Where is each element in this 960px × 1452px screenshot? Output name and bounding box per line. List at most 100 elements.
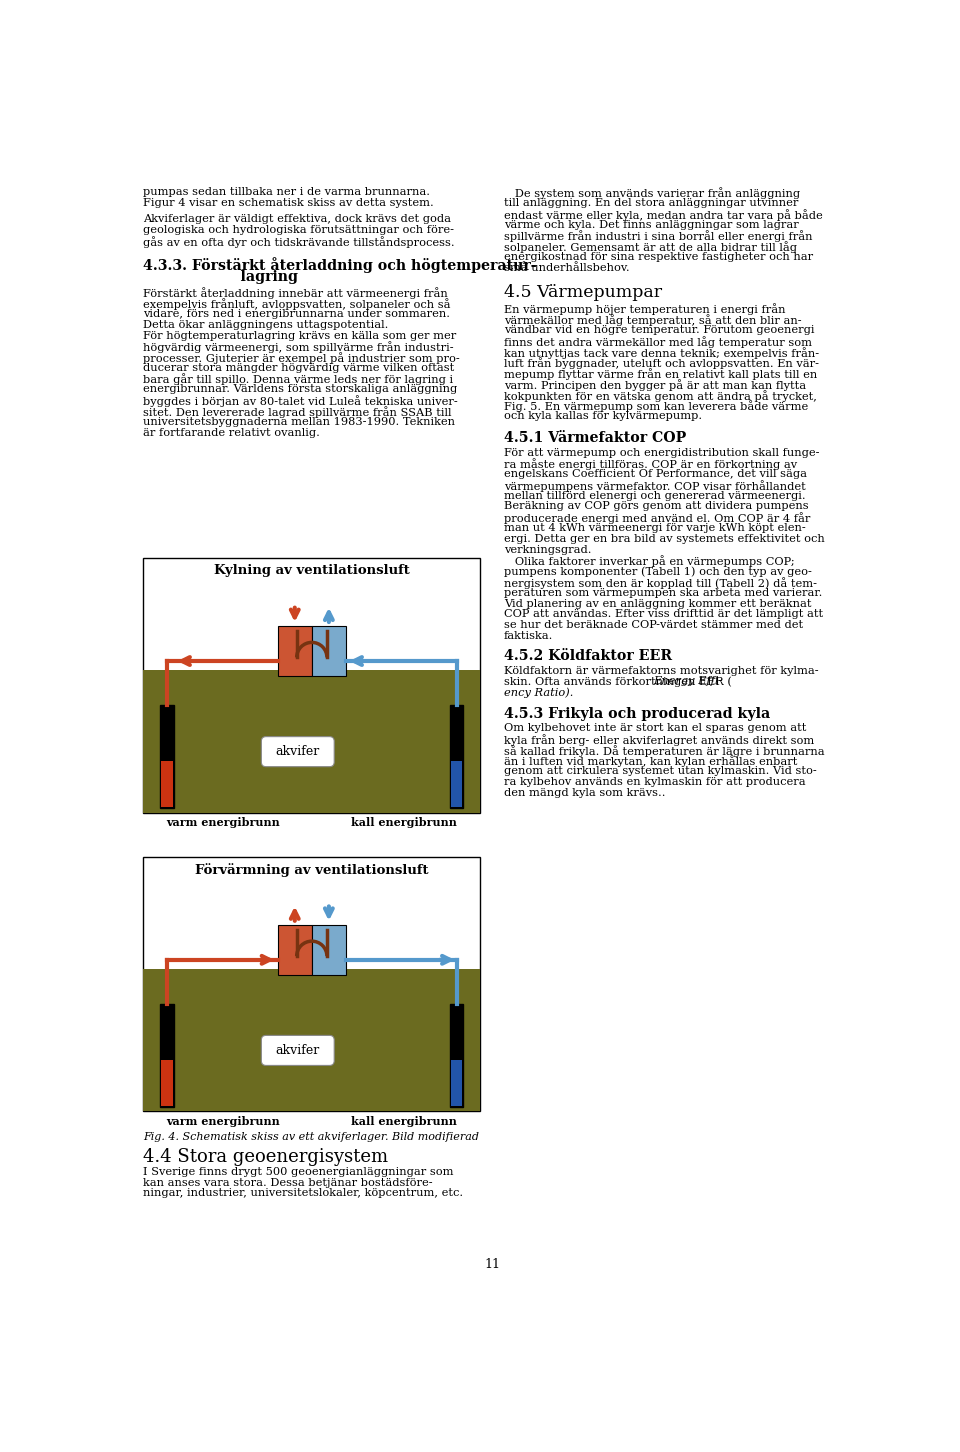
Text: I Sverige finns drygt 500 geoenergianläggningar som: I Sverige finns drygt 500 geoenergianläg… (143, 1167, 454, 1176)
Text: 4.5 Värmepumpar: 4.5 Värmepumpar (504, 283, 661, 301)
Text: och kyla kallas för kylvärmepump.: och kyla kallas för kylvärmepump. (504, 411, 702, 421)
Bar (451, 1060, 462, 1106)
Text: Olika faktorer inverkar på en värmepumps COP;: Olika faktorer inverkar på en värmepumps… (504, 556, 794, 568)
Text: Fig. 4. Schematisk skiss av ett akviferlager. Bild modifierad: Fig. 4. Schematisk skiss av ett akviferl… (143, 1133, 479, 1143)
Text: För högtemperaturlagring krävs en källa som ger mer: För högtemperaturlagring krävs en källa … (143, 331, 457, 341)
Text: sitet. Den levererade lagrad spillvärme från SSAB till: sitet. Den levererade lagrad spillvärme … (143, 407, 452, 418)
Text: varm energibrunn: varm energibrunn (166, 1117, 280, 1127)
Text: faktiska.: faktiska. (504, 630, 553, 640)
Text: skin. Ofta används förkortningen EER (: skin. Ofta används förkortningen EER ( (504, 677, 732, 687)
Text: Förvärmning av ventilationsluft: Förvärmning av ventilationsluft (195, 862, 428, 877)
Text: Figur 4 visar en schematisk skiss av detta system.: Figur 4 visar en schematisk skiss av det… (143, 197, 434, 208)
FancyBboxPatch shape (261, 736, 334, 767)
Text: än i luften vid markytan, kan kylan erhållas enbart: än i luften vid markytan, kan kylan erhå… (504, 755, 797, 768)
Text: solpaneler. Gemensamt är att de alla bidrar till låg: solpaneler. Gemensamt är att de alla bid… (504, 241, 797, 253)
Bar (312, 925, 346, 976)
Text: små underhållsbehov.: små underhållsbehov. (504, 263, 629, 273)
Text: man ut 4 kWh värmeenergi för varje kWh köpt elen-: man ut 4 kWh värmeenergi för varje kWh k… (504, 523, 805, 533)
Text: Vid planering av en anläggning kommer ett beräknat: Vid planering av en anläggning kommer et… (504, 598, 811, 608)
Text: högvärdig värmeenergi, som spillvärme från industri-: högvärdig värmeenergi, som spillvärme fr… (143, 341, 454, 353)
Text: Fig. 5. En värmepump som kan leverera både värme: Fig. 5. En värmepump som kan leverera bå… (504, 401, 808, 412)
Text: De system som används varierar från anläggning: De system som används varierar från anlä… (504, 187, 800, 199)
Text: peraturen som värmepumpen ska arbeta med varierar.: peraturen som värmepumpen ska arbeta med… (504, 588, 822, 598)
Bar (161, 761, 173, 807)
Text: genom att cirkulera systemet utan kylmaskin. Vid sto-: genom att cirkulera systemet utan kylmas… (504, 767, 816, 777)
Bar (143, 559, 480, 813)
Text: pumpens komponenter (Tabell 1) och den typ av geo-: pumpens komponenter (Tabell 1) och den t… (504, 566, 811, 576)
Bar (277, 626, 312, 677)
Text: mellan tillförd elenergi och genererad värmeenergi.: mellan tillförd elenergi och genererad v… (504, 491, 805, 501)
Text: kan anses vara stora. Dessa betjänar bostädsföre-: kan anses vara stora. Dessa betjänar bos… (143, 1178, 433, 1188)
Text: spillvärme från industri i sina borrål eller energi från: spillvärme från industri i sina borrål e… (504, 231, 812, 242)
Text: engelskans Coefficient Of Performance, det vill säga: engelskans Coefficient Of Performance, d… (504, 469, 806, 479)
Text: ra måste energi tillföras. COP är en förkortning av: ra måste energi tillföras. COP är en för… (504, 459, 797, 470)
Text: Beräkning av COP görs genom att dividera pumpens: Beräkning av COP görs genom att dividera… (504, 501, 808, 511)
Text: energikostnad för sina respektive fastigheter och har: energikostnad för sina respektive fastig… (504, 253, 813, 261)
Text: producerade energi med använd el. Om COP är 4 får: producerade energi med använd el. Om COP… (504, 513, 810, 524)
Text: Detta ökar anläggningens uttagspotential.: Detta ökar anläggningens uttagspotential… (143, 319, 389, 330)
Text: energibrunnar. Världens första storskaliga anläggning: energibrunnar. Världens första storskali… (143, 385, 458, 395)
Text: värme och kyla. Det finns anläggningar som lagrar: värme och kyla. Det finns anläggningar s… (504, 219, 799, 229)
Text: vidare, förs ned i energibrunnarna under sommaren.: vidare, förs ned i energibrunnarna under… (143, 309, 450, 319)
Text: finns det andra värmekällor med låg temperatur som: finns det andra värmekällor med låg temp… (504, 335, 811, 348)
Bar (451, 761, 462, 807)
Text: 4.5.3 Frikyla och producerad kyla: 4.5.3 Frikyla och producerad kyla (504, 707, 770, 722)
Text: lagring: lagring (143, 270, 299, 285)
Text: 11: 11 (484, 1257, 500, 1270)
Text: ningar, industrier, universitetslokaler, köpcentrum, etc.: ningar, industrier, universitetslokaler,… (143, 1188, 464, 1198)
Text: geologiska och hydrologiska förutsättningar och före-: geologiska och hydrologiska förutsättnin… (143, 225, 454, 235)
Text: varm. Principen den bygger på är att man kan flytta: varm. Principen den bygger på är att man… (504, 379, 805, 391)
Text: kyla från berg- eller akviferlagret används direkt som: kyla från berg- eller akviferlagret anvä… (504, 735, 814, 746)
Bar (143, 968, 480, 1111)
Text: akvifer: akvifer (276, 1044, 320, 1057)
Text: För att värmepump och energidistribution skall funge-: För att värmepump och energidistribution… (504, 447, 819, 457)
FancyBboxPatch shape (261, 1035, 334, 1066)
Text: pumpas sedan tillbaka ner i de varma brunnarna.: pumpas sedan tillbaka ner i de varma bru… (143, 187, 430, 197)
Bar (143, 857, 480, 1111)
Text: universitetsbyggnaderna mellan 1983-1990. Tekniken: universitetsbyggnaderna mellan 1983-1990… (143, 417, 455, 427)
Bar (160, 706, 174, 807)
Text: 4.3.3. Förstärkt återladdning och högtemperatur-: 4.3.3. Förstärkt återladdning och högtem… (143, 257, 537, 273)
Text: processer. Gjuterier är exempel på industrier som pro-: processer. Gjuterier är exempel på indus… (143, 351, 460, 364)
Bar (312, 626, 346, 677)
Text: Energy Effi-: Energy Effi- (653, 677, 723, 687)
Text: ducerar stora mängder högvärdig värme vilken oftast: ducerar stora mängder högvärdig värme vi… (143, 363, 454, 373)
Text: ergi. Detta ger en bra bild av systemets effektivitet och: ergi. Detta ger en bra bild av systemets… (504, 534, 825, 544)
Text: verkningsgrad.: verkningsgrad. (504, 544, 591, 555)
Bar (450, 1005, 464, 1106)
Text: se hur det beräknade COP-värdet stämmer med det: se hur det beräknade COP-värdet stämmer … (504, 620, 803, 630)
Text: värmepumpens värmefaktor. COP visar förhållandet: värmepumpens värmefaktor. COP visar förh… (504, 481, 805, 492)
Text: den mängd kyla som krävs..: den mängd kyla som krävs.. (504, 788, 665, 799)
Text: bara går till spillo. Denna värme leds ner för lagring i: bara går till spillo. Denna värme leds n… (143, 373, 453, 385)
Text: Köldfaktorn är värmefaktorns motsvarighet för kylma-: Köldfaktorn är värmefaktorns motsvarighe… (504, 665, 818, 675)
Text: luft från byggnader, uteluft och avloppsvatten. En vär-: luft från byggnader, uteluft och avlopps… (504, 357, 819, 369)
Text: Förstärkt återladdning innebär att värmeenergi från: Förstärkt återladdning innebär att värme… (143, 287, 448, 299)
Text: värmekällor med låg temperatur, så att den blir an-: värmekällor med låg temperatur, så att d… (504, 315, 802, 327)
Text: så kallad frikyla. Då temperaturen är lägre i brunnarna: så kallad frikyla. Då temperaturen är lä… (504, 745, 825, 756)
Text: En värmepump höjer temperaturen i energi från: En värmepump höjer temperaturen i energi… (504, 303, 785, 315)
Bar (143, 671, 480, 813)
Bar (277, 925, 312, 976)
Text: kall energibrunn: kall energibrunn (351, 817, 457, 828)
Text: kall energibrunn: kall energibrunn (351, 1117, 457, 1127)
Text: exempelvis frånluft, avloppsvatten, solpaneler och så: exempelvis frånluft, avloppsvatten, solp… (143, 298, 451, 311)
Text: nergisystem som den är kopplad till (Tabell 2) då tem-: nergisystem som den är kopplad till (Tab… (504, 576, 817, 588)
Text: 4.5.1 Värmefaktor COP: 4.5.1 Värmefaktor COP (504, 431, 685, 446)
Text: COP att användas. Efter viss drifttid är det lämpligt att: COP att användas. Efter viss drifttid är… (504, 610, 823, 620)
Text: Om kylbehovet inte är stort kan el sparas genom att: Om kylbehovet inte är stort kan el spara… (504, 723, 806, 733)
Text: vändbar vid en högre temperatur. Förutom geoenergi: vändbar vid en högre temperatur. Förutom… (504, 325, 814, 335)
Text: akvifer: akvifer (276, 745, 320, 758)
Text: byggdes i början av 80-talet vid Luleå tekniska univer-: byggdes i början av 80-talet vid Luleå t… (143, 395, 458, 407)
Text: till anläggning. En del stora anläggningar utvinner: till anläggning. En del stora anläggning… (504, 197, 798, 208)
Text: endast värme eller kyla, medan andra tar vara på både: endast värme eller kyla, medan andra tar… (504, 209, 823, 221)
Text: ra kylbehov används en kylmaskin för att producera: ra kylbehov används en kylmaskin för att… (504, 777, 805, 787)
Text: kan utnyttjas tack vare denna teknik; exempelvis från-: kan utnyttjas tack vare denna teknik; ex… (504, 347, 819, 359)
Text: 4.4 Stora geoenergisystem: 4.4 Stora geoenergisystem (143, 1147, 389, 1166)
Text: varm energibrunn: varm energibrunn (166, 817, 280, 828)
Bar (450, 706, 464, 807)
Text: ency Ratio).: ency Ratio). (504, 687, 573, 697)
Bar (160, 1005, 174, 1106)
Text: är fortfarande relativt ovanlig.: är fortfarande relativt ovanlig. (143, 427, 320, 437)
Text: 4.5.2 Köldfaktor EER: 4.5.2 Köldfaktor EER (504, 649, 672, 664)
Text: Akviferlager är väldigt effektiva, dock krävs det goda: Akviferlager är väldigt effektiva, dock … (143, 215, 451, 224)
